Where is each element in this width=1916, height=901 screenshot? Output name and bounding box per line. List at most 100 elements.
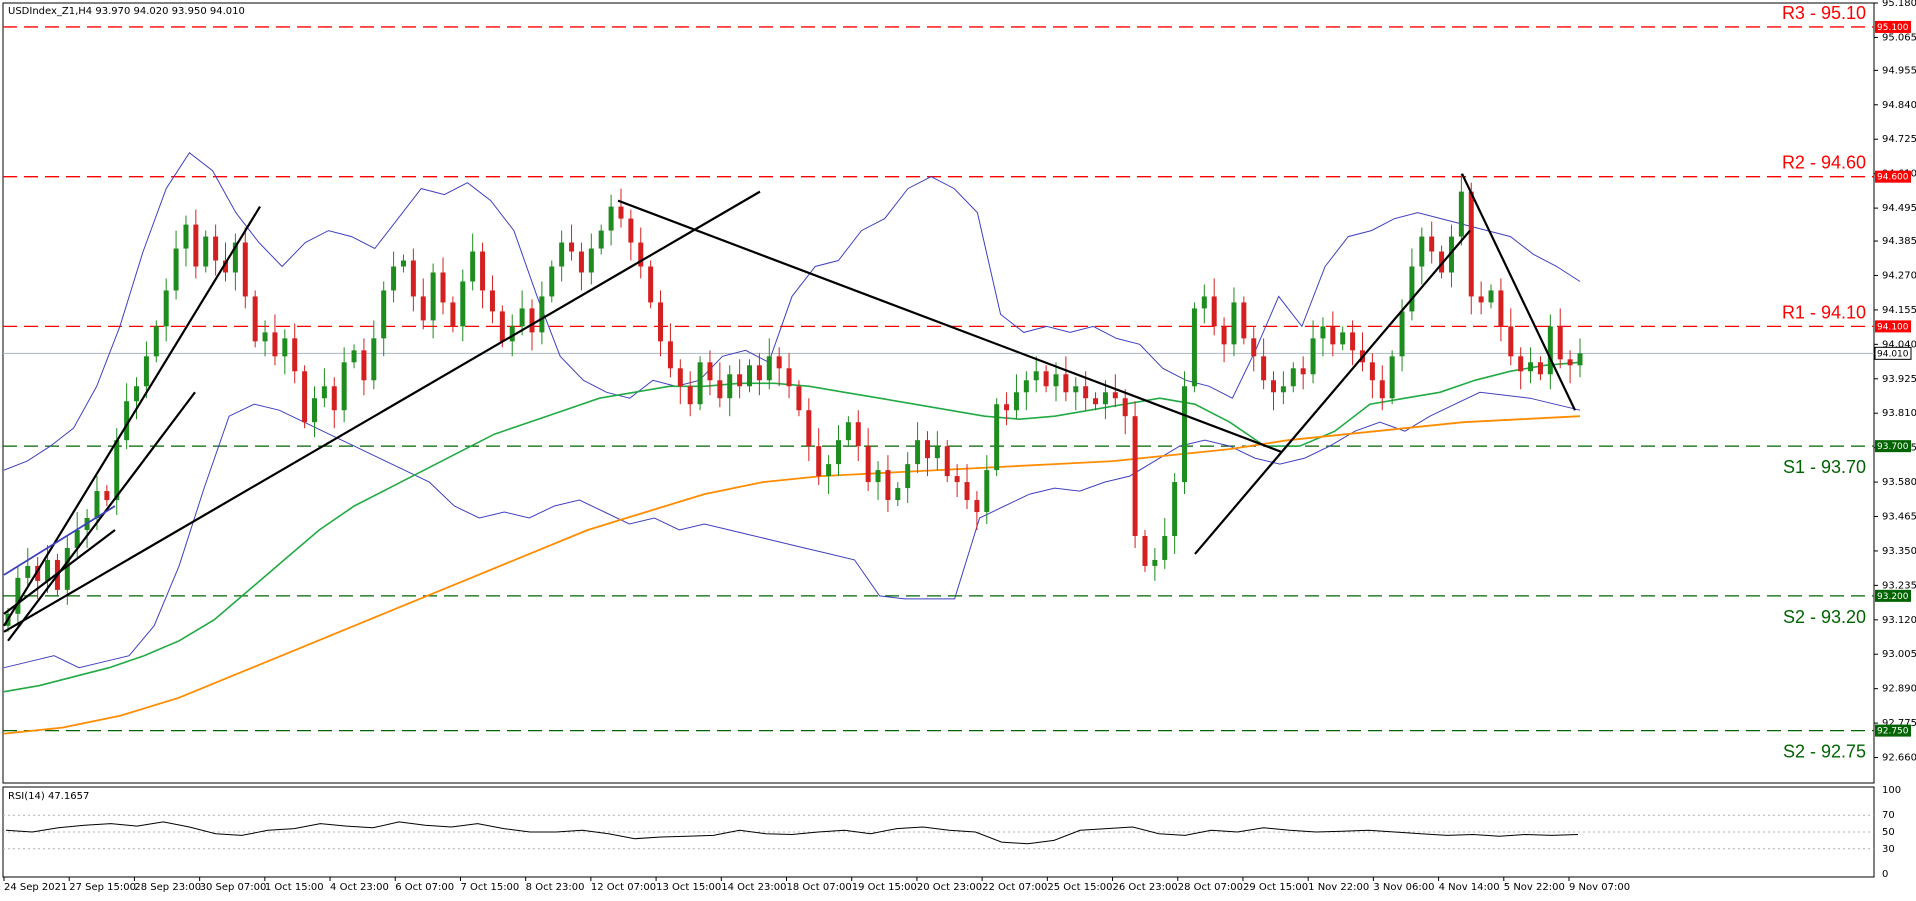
time-tick-label: 7 Oct 15:00 <box>460 882 519 893</box>
candle-body <box>648 266 654 303</box>
candle-body <box>292 338 298 372</box>
candle-body <box>1251 338 1257 357</box>
candle-body <box>895 488 901 501</box>
candle-body <box>311 398 317 423</box>
level-price-tag <box>1875 440 1911 453</box>
candle-body <box>1300 368 1306 375</box>
candle-body <box>529 308 535 333</box>
candle-body <box>15 577 21 614</box>
candle-body <box>1389 356 1395 399</box>
candle-body <box>539 296 545 333</box>
candle-body <box>954 476 960 483</box>
current-price-tag <box>1874 346 1912 360</box>
candle-body <box>1439 251 1445 273</box>
rsi-scale-label: 0 <box>1882 869 1888 880</box>
candle-body <box>351 350 357 363</box>
candle-body <box>845 422 851 441</box>
candle-body <box>687 386 693 405</box>
candle-body <box>717 380 723 399</box>
candle-body <box>885 470 891 501</box>
candle-body <box>984 470 990 513</box>
candle-body <box>747 365 753 387</box>
time-tick-label: 6 Oct 07:00 <box>395 882 454 893</box>
candle-body <box>1409 266 1415 312</box>
candle-body <box>1201 296 1207 309</box>
candle-body <box>282 338 288 357</box>
bollinger-upper-band <box>3 151 1581 471</box>
time-tick-label: 4 Oct 23:00 <box>330 882 389 893</box>
time-tick-label: 22 Oct 07:00 <box>982 882 1047 893</box>
candle-body <box>1498 290 1504 327</box>
candle-body <box>1122 398 1128 417</box>
rsi-scale-label: 100 <box>1882 785 1901 796</box>
candle-body <box>430 272 436 321</box>
candle-body <box>835 440 841 465</box>
candle-body <box>934 446 940 459</box>
candle-body <box>1004 404 1010 411</box>
candle-body <box>1518 356 1524 372</box>
candle-body <box>638 242 644 267</box>
candle-body <box>410 260 416 297</box>
candle-body <box>1468 191 1474 297</box>
price-tick-label: 93.580 <box>1882 477 1916 488</box>
candle-body <box>223 260 229 273</box>
candle-body <box>1577 353 1583 366</box>
candle-body <box>1448 236 1454 273</box>
candle-body <box>381 290 387 339</box>
candle-body <box>1419 236 1425 267</box>
candle-body <box>915 440 921 465</box>
candle-body <box>806 410 812 447</box>
indicator-overlays <box>3 151 1581 735</box>
candle-body <box>1063 374 1069 393</box>
time-tick-label: 4 Nov 14:00 <box>1439 882 1500 893</box>
candle-body <box>1458 191 1464 237</box>
rsi-scale-label: 30 <box>1882 844 1895 855</box>
candle-body <box>153 326 159 357</box>
candle-body <box>618 206 624 219</box>
level-price-tag-text: 92.750 <box>1877 727 1909 737</box>
level-label: S2 - 92.75 <box>1783 742 1866 762</box>
candle-body <box>559 242 565 267</box>
candle-body <box>1083 386 1089 399</box>
candle-body <box>252 296 258 342</box>
candle-body <box>1379 380 1385 399</box>
candle-body <box>1023 380 1029 393</box>
level-label: R1 - 94.10 <box>1782 302 1866 322</box>
candle-body <box>1271 380 1277 393</box>
trendline <box>1194 229 1471 555</box>
candle-body <box>1350 332 1356 351</box>
trendline <box>7 391 196 642</box>
time-tick-label: 18 Oct 07:00 <box>787 882 852 893</box>
candle-body <box>855 422 861 447</box>
price-tick-label: 94.385 <box>1882 236 1916 247</box>
candle-body <box>489 290 495 312</box>
candle-body <box>905 464 911 489</box>
candle-body <box>1429 236 1435 252</box>
level-price-tag <box>1875 724 1911 737</box>
candle-body <box>796 386 802 411</box>
candle-body <box>1488 290 1494 303</box>
candle-body <box>1547 326 1553 375</box>
candle-body <box>1241 302 1247 339</box>
candle-body <box>924 440 930 459</box>
candle-body <box>440 272 446 303</box>
level-price-tag-text: 93.200 <box>1877 592 1909 602</box>
price-tick-label: 94.955 <box>1882 65 1916 76</box>
candle-body <box>628 218 634 243</box>
candle-body <box>1280 386 1286 393</box>
candle-body <box>1093 398 1099 405</box>
candle-body <box>1567 359 1573 366</box>
rsi-indicator: 100 70 50 30 0 <box>3 785 1901 880</box>
candle-body <box>163 290 169 327</box>
candle-body <box>1112 392 1118 399</box>
candle-body <box>1320 326 1326 339</box>
main-pane-frame <box>2 2 1875 784</box>
candle-body <box>776 356 782 369</box>
candle-body <box>697 362 703 405</box>
candle-body <box>727 374 733 399</box>
candle-body <box>183 224 189 249</box>
time-tick-label: 26 Oct 23:00 <box>1113 882 1178 893</box>
time-tick-label: 5 Nov 22:00 <box>1504 882 1565 893</box>
